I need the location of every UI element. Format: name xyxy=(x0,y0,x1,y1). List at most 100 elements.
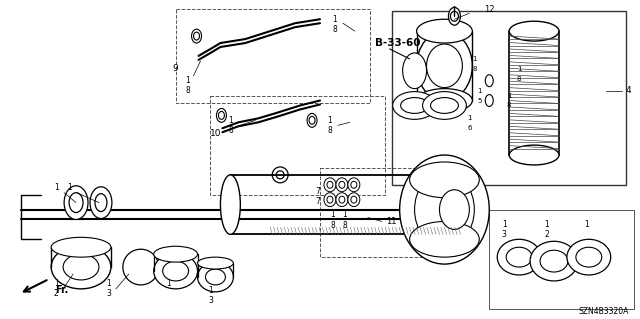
Text: 1: 1 xyxy=(166,279,171,288)
Ellipse shape xyxy=(348,178,360,192)
Text: 7: 7 xyxy=(316,187,321,196)
Text: 10: 10 xyxy=(210,129,221,138)
Ellipse shape xyxy=(509,21,559,41)
Ellipse shape xyxy=(410,162,479,198)
Ellipse shape xyxy=(324,178,336,192)
Ellipse shape xyxy=(51,245,111,289)
Text: 11: 11 xyxy=(387,217,397,226)
Ellipse shape xyxy=(339,196,345,203)
Text: 8: 8 xyxy=(507,102,511,108)
Bar xyxy=(320,168,429,257)
Ellipse shape xyxy=(401,98,429,114)
Text: 8: 8 xyxy=(228,126,233,135)
Text: 8: 8 xyxy=(517,76,522,82)
Ellipse shape xyxy=(417,31,472,100)
Text: 1: 1 xyxy=(467,115,472,121)
Text: 1: 1 xyxy=(584,220,589,229)
Text: 1: 1 xyxy=(472,56,477,62)
Text: 1: 1 xyxy=(502,220,507,229)
Ellipse shape xyxy=(90,187,112,219)
Text: 1: 1 xyxy=(54,183,58,192)
Ellipse shape xyxy=(576,247,602,267)
Text: 1: 1 xyxy=(185,76,190,85)
Ellipse shape xyxy=(336,193,348,207)
Text: 1: 1 xyxy=(208,286,213,295)
Text: SZN4B3320A: SZN4B3320A xyxy=(579,307,628,316)
Ellipse shape xyxy=(540,250,568,272)
Text: 3: 3 xyxy=(106,289,111,298)
Text: 1: 1 xyxy=(507,93,511,99)
Ellipse shape xyxy=(95,194,107,211)
Ellipse shape xyxy=(426,44,462,88)
Text: 3: 3 xyxy=(208,296,213,305)
Ellipse shape xyxy=(163,261,189,281)
Ellipse shape xyxy=(399,155,489,264)
Ellipse shape xyxy=(567,239,611,275)
Ellipse shape xyxy=(485,94,493,107)
Ellipse shape xyxy=(422,92,467,119)
Text: B-33-60: B-33-60 xyxy=(375,38,420,48)
Ellipse shape xyxy=(393,92,436,119)
Bar xyxy=(489,210,634,309)
Text: 1: 1 xyxy=(54,279,58,288)
Ellipse shape xyxy=(51,237,111,257)
Ellipse shape xyxy=(417,19,472,43)
Ellipse shape xyxy=(351,196,357,203)
Ellipse shape xyxy=(324,193,336,207)
Text: 8: 8 xyxy=(331,221,335,230)
Ellipse shape xyxy=(403,53,426,89)
Text: 1: 1 xyxy=(331,210,335,219)
Ellipse shape xyxy=(509,145,559,165)
Text: 2: 2 xyxy=(54,289,58,298)
Text: 5: 5 xyxy=(477,98,481,104)
Ellipse shape xyxy=(449,7,460,25)
Ellipse shape xyxy=(198,257,234,269)
Ellipse shape xyxy=(415,172,474,247)
Ellipse shape xyxy=(497,239,541,275)
Text: 7: 7 xyxy=(316,197,321,206)
Text: Fr.: Fr. xyxy=(55,285,68,295)
Ellipse shape xyxy=(327,181,333,188)
Text: 1: 1 xyxy=(545,220,549,229)
Ellipse shape xyxy=(336,178,348,192)
Text: 12: 12 xyxy=(484,5,495,14)
Text: 8: 8 xyxy=(333,25,337,33)
Ellipse shape xyxy=(220,175,241,234)
Ellipse shape xyxy=(351,181,357,188)
Text: 4: 4 xyxy=(626,86,632,95)
Text: 6: 6 xyxy=(467,125,472,131)
Ellipse shape xyxy=(348,193,360,207)
Text: 3: 3 xyxy=(502,230,507,239)
Text: 1: 1 xyxy=(328,116,332,125)
Text: 8: 8 xyxy=(342,221,348,230)
Ellipse shape xyxy=(410,221,479,257)
Ellipse shape xyxy=(440,190,469,229)
Text: 8: 8 xyxy=(328,126,332,135)
Ellipse shape xyxy=(417,89,472,112)
Text: 1: 1 xyxy=(228,116,233,125)
Ellipse shape xyxy=(485,75,493,87)
Text: 1: 1 xyxy=(106,279,111,288)
Bar xyxy=(211,96,385,195)
Ellipse shape xyxy=(63,254,99,280)
Text: 1: 1 xyxy=(342,210,348,219)
Text: 1: 1 xyxy=(333,15,337,24)
Text: 1: 1 xyxy=(477,88,481,93)
Ellipse shape xyxy=(64,186,88,219)
Ellipse shape xyxy=(530,241,578,281)
Ellipse shape xyxy=(69,193,83,212)
Text: 8: 8 xyxy=(472,66,477,72)
Ellipse shape xyxy=(154,253,198,289)
Ellipse shape xyxy=(327,196,333,203)
Text: 9: 9 xyxy=(173,64,179,73)
Bar xyxy=(392,11,626,185)
Ellipse shape xyxy=(339,181,345,188)
Ellipse shape xyxy=(205,269,225,285)
Ellipse shape xyxy=(198,262,234,292)
Bar xyxy=(175,9,370,103)
Ellipse shape xyxy=(154,246,198,262)
Text: 2: 2 xyxy=(545,230,549,239)
Text: 8: 8 xyxy=(185,86,190,95)
Ellipse shape xyxy=(451,11,458,21)
Ellipse shape xyxy=(506,247,532,267)
